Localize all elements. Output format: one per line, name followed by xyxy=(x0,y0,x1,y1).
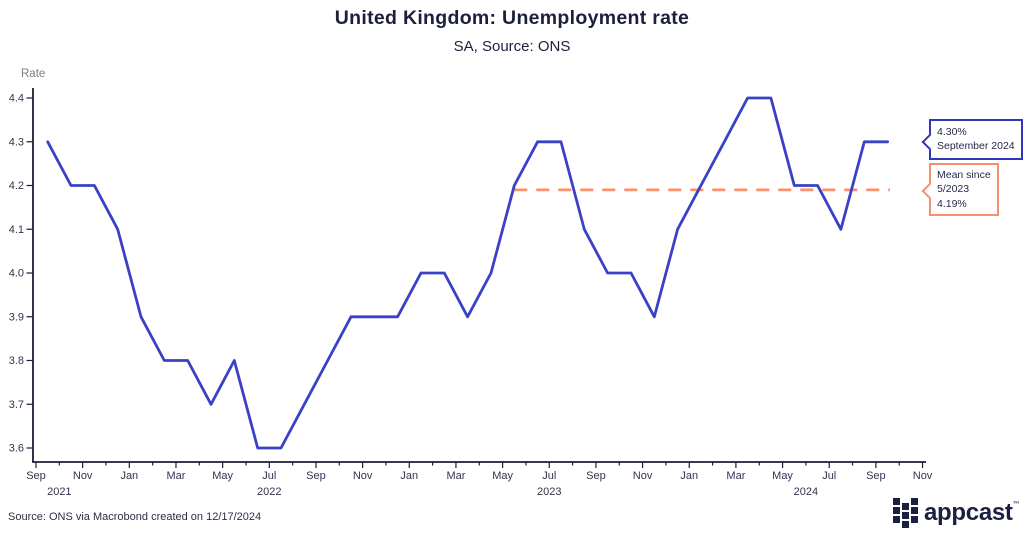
x-tick-label: Sep xyxy=(866,470,886,482)
latest-value: 4.30% xyxy=(937,126,967,138)
x-tick-label: Mar xyxy=(167,470,186,482)
x-tick-label: Sep xyxy=(306,470,326,482)
appcast-logo-text: appcast™ xyxy=(924,499,1020,526)
x-tick-label: Jan xyxy=(120,470,138,482)
y-tick-label: 3.8 xyxy=(9,355,24,367)
y-tick-label: 3.9 xyxy=(9,311,24,323)
x-tick-label: Jul xyxy=(542,470,556,482)
mean-label-line1: Mean since xyxy=(937,169,991,181)
x-tick-label: Jan xyxy=(400,470,418,482)
y-tick-label: 3.6 xyxy=(9,443,24,455)
unemployment-rate-line xyxy=(46,96,889,450)
x-tick-label: Sep xyxy=(586,470,606,482)
x-tick-label: Nov xyxy=(353,470,373,482)
mean-callout: Mean since 5/2023 4.19% xyxy=(921,163,999,217)
x-tick-label: Mar xyxy=(726,470,745,482)
y-tick-label: 4.4 xyxy=(9,93,24,105)
y-tick-label: 4.2 xyxy=(9,180,24,192)
year-label: 2023 xyxy=(537,486,561,498)
x-tick-label: Jul xyxy=(262,470,276,482)
x-tick-label: May xyxy=(492,470,513,482)
y-tick-label: 4.3 xyxy=(9,136,24,148)
x-tick-label: May xyxy=(772,470,793,482)
x-tick-label: Nov xyxy=(73,470,93,482)
latest-value-callout: 4.30% September 2024 xyxy=(921,119,1023,160)
year-label: 2022 xyxy=(257,486,281,498)
y-axis-title: Rate xyxy=(21,68,46,80)
x-tick-label: Jan xyxy=(680,470,698,482)
trademark-symbol: ™ xyxy=(1012,501,1020,508)
latest-date: September 2024 xyxy=(937,140,1015,153)
source-note: Source: ONS via Macrobond created on 12/… xyxy=(8,511,262,523)
chart-title: United Kingdom: Unemployment rate xyxy=(334,7,690,29)
mean-label-line2: 5/2023 xyxy=(937,183,970,196)
y-tick-label: 4.0 xyxy=(9,268,24,280)
year-label: 2021 xyxy=(47,486,71,498)
mean-value: 4.19% xyxy=(937,197,967,210)
x-tick-label: Mar xyxy=(446,470,465,482)
x-tick-label: May xyxy=(212,470,233,482)
x-tick-label: Sep xyxy=(26,470,46,482)
chart-subtitle: SA, Source: ONS xyxy=(453,38,571,55)
x-tick-label: Nov xyxy=(913,470,933,482)
year-label: 2024 xyxy=(794,486,818,498)
appcast-logo: appcast™ xyxy=(893,498,1020,528)
x-tick-label: Jul xyxy=(822,470,836,482)
y-tick-label: 4.1 xyxy=(9,224,24,236)
y-tick-label: 3.7 xyxy=(9,399,24,411)
appcast-logo-mark-icon xyxy=(893,498,918,528)
x-tick-label: Nov xyxy=(633,470,653,482)
